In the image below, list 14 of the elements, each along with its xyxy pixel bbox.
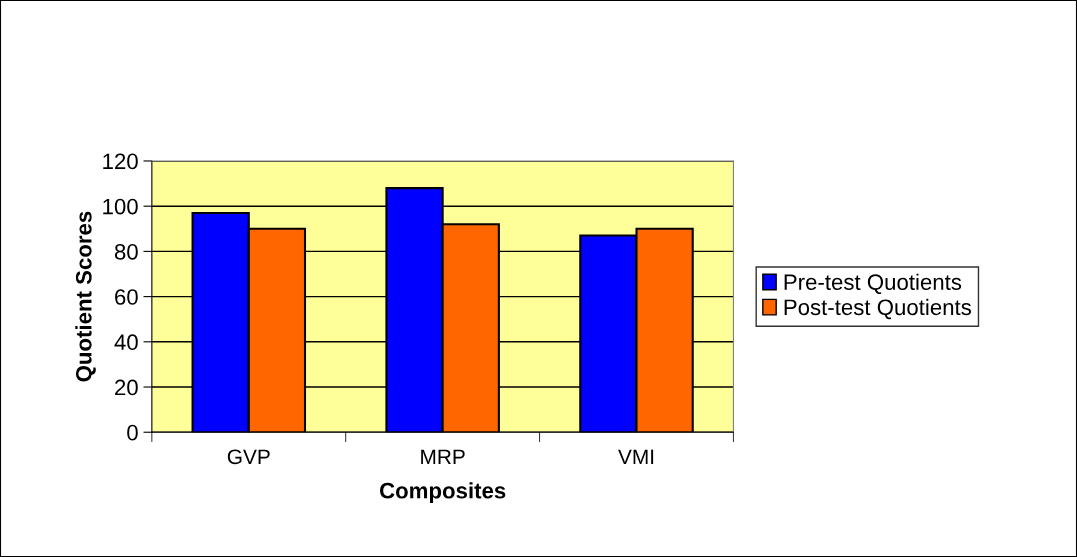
x-tick-label: GVP	[227, 449, 270, 465]
legend-label: Pre-test Quotients	[784, 273, 962, 294]
y-tick-label: 80	[114, 243, 138, 260]
y-tick-label: 0	[127, 424, 138, 441]
y-axis-title: Quotient Scores	[75, 211, 96, 382]
legend-label: Post-test Quotients	[784, 298, 972, 320]
x-tick-label: MRP	[421, 449, 465, 464]
y-tick-label: 40	[114, 334, 138, 351]
y-tick-label: 120	[103, 153, 138, 170]
y-tick-label: 60	[115, 289, 138, 305]
x-axis-title: Composites	[379, 482, 506, 503]
y-tick-label: 100	[103, 198, 138, 215]
x-tick-label: VMI	[618, 449, 654, 464]
y-tick-label: 20	[115, 379, 138, 396]
